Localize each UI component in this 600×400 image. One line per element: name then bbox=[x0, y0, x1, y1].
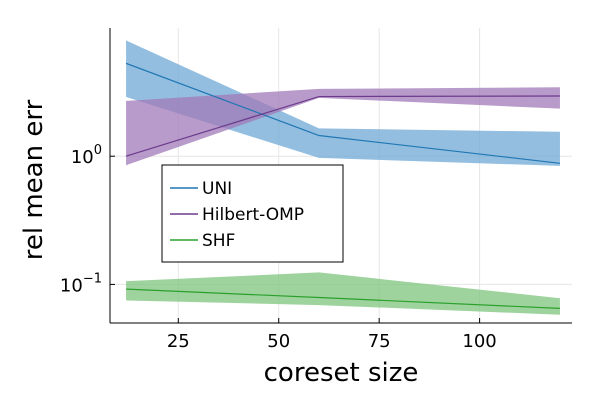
line-uni bbox=[125, 62, 561, 164]
legend-label-uni: UNI bbox=[202, 179, 232, 199]
x-axis-label: coreset size bbox=[264, 358, 419, 388]
legend: UNI Hilbert-OMP SHF bbox=[161, 164, 344, 263]
band-uni bbox=[126, 40, 560, 166]
x-tick-label-50: 50 bbox=[267, 331, 290, 352]
y-tick-label-0.1: 10−1 bbox=[60, 271, 102, 296]
band-shf bbox=[126, 272, 560, 315]
tick-labels: 25 50 75 100 100 10−1 bbox=[60, 143, 497, 352]
y-tick-label-1: 100 bbox=[71, 143, 102, 168]
confidence-bands bbox=[126, 40, 560, 315]
y-axis-label: rel mean err bbox=[19, 99, 49, 260]
legend-label-hilbert-omp: Hilbert-OMP bbox=[202, 205, 304, 225]
line-shf bbox=[126, 288, 560, 309]
axes bbox=[109, 28, 572, 324]
line-hilbert-omp bbox=[125, 95, 560, 157]
legend-label-shf: SHF bbox=[202, 231, 235, 251]
x-tick-label-100: 100 bbox=[462, 331, 496, 352]
series-lines bbox=[125, 62, 561, 309]
x-tick-label-75: 75 bbox=[368, 331, 391, 352]
x-tick-label-25: 25 bbox=[167, 331, 190, 352]
band-hilbert-omp bbox=[126, 87, 560, 166]
